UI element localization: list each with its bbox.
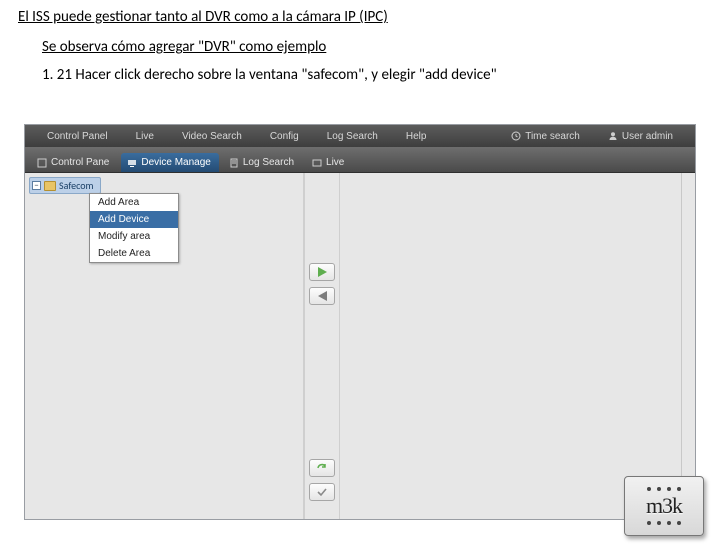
tree-root-safecom[interactable]: − Safecom	[29, 177, 101, 194]
logo-dots-icon	[647, 521, 681, 525]
doc-example-line: Se observa cómo agregar "DVR" como ejemp…	[18, 38, 702, 56]
check-icon	[316, 487, 328, 497]
arrow-left-icon	[318, 291, 327, 301]
m3k-logo: m3k	[624, 476, 704, 536]
ctx-modify-area[interactable]: Modify area	[90, 228, 178, 245]
refresh-icon	[316, 463, 328, 473]
tree-root-label: Safecom	[59, 179, 94, 192]
iss-app-window: Control Panel Live Video Search Config L…	[24, 124, 696, 520]
right-scrollbar[interactable]	[681, 173, 695, 519]
refresh-button[interactable]	[309, 459, 335, 477]
apply-button[interactable]	[309, 483, 335, 501]
tab-log-search[interactable]: Log Search	[223, 153, 302, 172]
menu-config[interactable]: Config	[270, 131, 299, 142]
logo-text: m3k	[646, 493, 682, 519]
device-details-panel	[339, 173, 681, 519]
menu-time-search[interactable]: Time search	[511, 131, 580, 142]
ctx-add-device[interactable]: Add Device	[90, 211, 178, 228]
top-menubar: Control Panel Live Video Search Config L…	[25, 125, 695, 147]
transfer-buttons-column	[305, 173, 339, 519]
menu-log-search[interactable]: Log Search	[327, 131, 378, 142]
panel-icon	[37, 158, 47, 168]
folder-icon	[44, 181, 56, 191]
context-menu: Add Area Add Device Modify area Delete A…	[89, 193, 179, 263]
menu-live[interactable]: Live	[136, 131, 154, 142]
doc-step-line: 1. 21 Hacer click derecho sobre la venta…	[18, 66, 702, 84]
live-icon	[312, 158, 322, 168]
remove-to-left-button[interactable]	[309, 287, 335, 305]
device-tree-panel: − Safecom Add Area Add Device Modify are…	[25, 173, 305, 519]
tab-live[interactable]: Live	[306, 153, 352, 172]
menu-user[interactable]: User admin	[608, 131, 673, 142]
add-to-right-button[interactable]	[309, 263, 335, 281]
doc-intro-line: El ISS puede gestionar tanto al DVR como…	[18, 8, 702, 26]
ctx-delete-area[interactable]: Delete Area	[90, 245, 178, 262]
user-icon	[608, 131, 618, 141]
clock-icon	[511, 131, 521, 141]
tab-device-manage[interactable]: Device Manage	[121, 153, 218, 172]
arrow-right-icon	[318, 267, 327, 277]
ctx-add-area[interactable]: Add Area	[90, 194, 178, 211]
tab-control-pane[interactable]: Control Pane	[31, 153, 117, 172]
log-icon	[229, 158, 239, 168]
menu-control-panel[interactable]: Control Panel	[47, 131, 108, 142]
collapse-icon[interactable]: −	[32, 181, 41, 190]
menu-help[interactable]: Help	[406, 131, 427, 142]
menu-video-search[interactable]: Video Search	[182, 131, 242, 142]
logo-dots-icon	[647, 487, 681, 491]
device-icon	[127, 158, 137, 168]
tab-bar: Control Pane Device Manage Log Search Li…	[25, 147, 695, 173]
workspace: − Safecom Add Area Add Device Modify are…	[25, 173, 695, 519]
